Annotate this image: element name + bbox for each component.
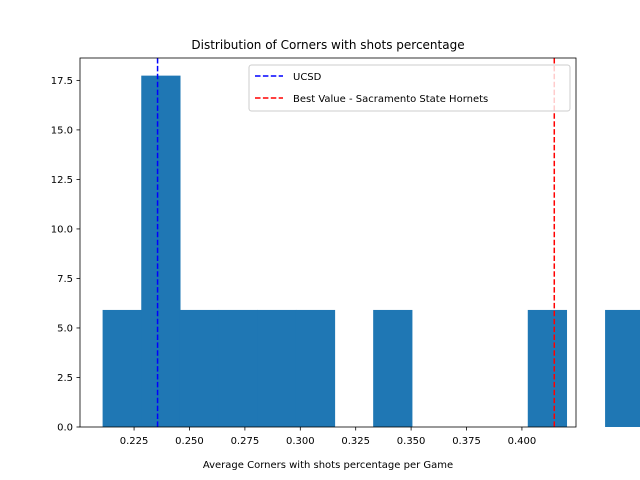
histogram-bar xyxy=(257,309,297,427)
histogram-bars xyxy=(102,75,640,427)
histogram-bar xyxy=(141,75,181,427)
histogram-bar xyxy=(218,309,258,427)
y-tick-label: 17.5 xyxy=(51,76,73,87)
chart-title: Distribution of Corners with shots perce… xyxy=(191,38,464,52)
x-tick-label: 0.300 xyxy=(286,436,315,447)
histogram-bar xyxy=(373,309,413,427)
y-tick-label: 5.0 xyxy=(57,323,73,334)
histogram-bar xyxy=(295,309,336,427)
legend-box xyxy=(248,64,571,112)
histogram-bar xyxy=(179,309,220,427)
x-axis-label: Average Corners with shots percentage pe… xyxy=(203,460,453,471)
legend-entry-label: Best Value - Sacramento State Hornets xyxy=(293,94,488,105)
histogram-bar xyxy=(605,309,640,427)
legend-entry-label: UCSD xyxy=(293,72,322,83)
x-tick-label: 0.375 xyxy=(452,436,481,447)
y-tick-label: 0.0 xyxy=(57,423,73,434)
x-tick-label: 0.275 xyxy=(231,436,260,447)
y-tick-label: 7.5 xyxy=(57,274,73,285)
legend: UCSD Best Value - Sacramento State Hornet… xyxy=(248,64,571,112)
x-axis-ticks: 0.225 0.250 0.275 0.300 0.325 0.350 0.375 0.400 xyxy=(120,427,536,447)
y-tick-label: 15.0 xyxy=(51,125,73,136)
x-tick-label: 0.325 xyxy=(341,436,370,447)
x-tick-label: 0.350 xyxy=(397,436,426,447)
y-tick-label: 10.0 xyxy=(51,224,73,235)
y-tick-label: 2.5 xyxy=(57,373,73,384)
y-tick-label: 12.5 xyxy=(51,175,73,186)
plot-frame xyxy=(79,57,577,428)
histogram-bar xyxy=(102,309,142,427)
y-axis-ticks: 0.0 2.5 5.0 7.5 10.0 12.5 15.0 17.5 xyxy=(51,76,80,434)
x-tick-label: 0.225 xyxy=(120,436,149,447)
histogram-bar xyxy=(527,309,568,427)
x-tick-label: 0.250 xyxy=(175,436,204,447)
x-tick-label: 0.400 xyxy=(508,436,537,447)
reference-lines xyxy=(156,58,556,427)
